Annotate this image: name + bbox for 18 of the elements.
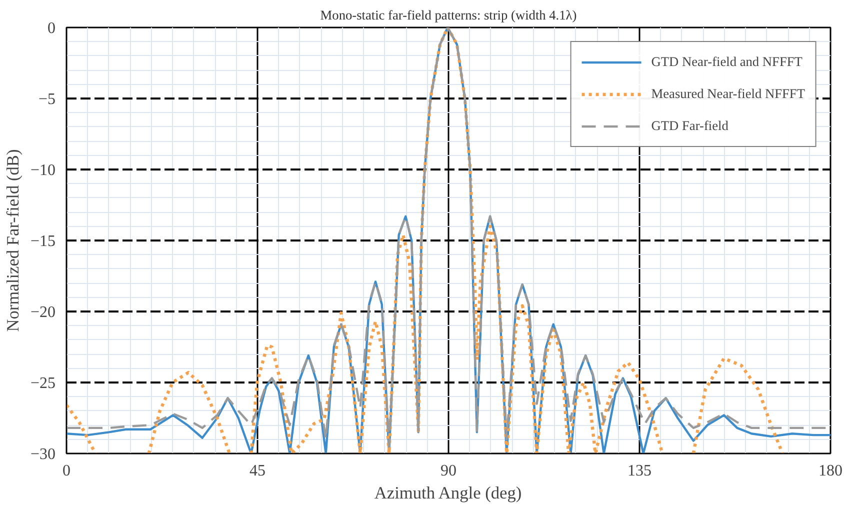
y-tick-label: 0: [48, 20, 56, 37]
y-tick-label: −10: [30, 162, 56, 179]
chart-title: Mono-static far-field patterns: strip (width 4.1λ): [320, 8, 577, 22]
x-tick-label: 90: [440, 462, 456, 480]
y-tick-label: −20: [30, 304, 56, 321]
legend-label: Measured Near-field NFFFT: [651, 86, 805, 102]
y-tick-label: −25: [30, 375, 56, 392]
x-axis-title: Azimuth Angle (deg): [374, 484, 522, 502]
legend-label: GTD Far-field: [651, 118, 728, 134]
x-tick-label: 180: [818, 462, 842, 480]
legend-label: GTD Near-field and NFFFT: [651, 54, 802, 70]
x-tick-label: 135: [628, 462, 652, 480]
y-tick-label: −15: [30, 233, 56, 250]
y-tick-label: −30: [30, 446, 56, 463]
x-tick-label: 45: [250, 462, 266, 480]
x-tick-label: 0: [62, 462, 70, 480]
y-tick-label: −5: [38, 91, 56, 108]
y-axis-title: Normalized Far-field (dB): [3, 149, 22, 332]
